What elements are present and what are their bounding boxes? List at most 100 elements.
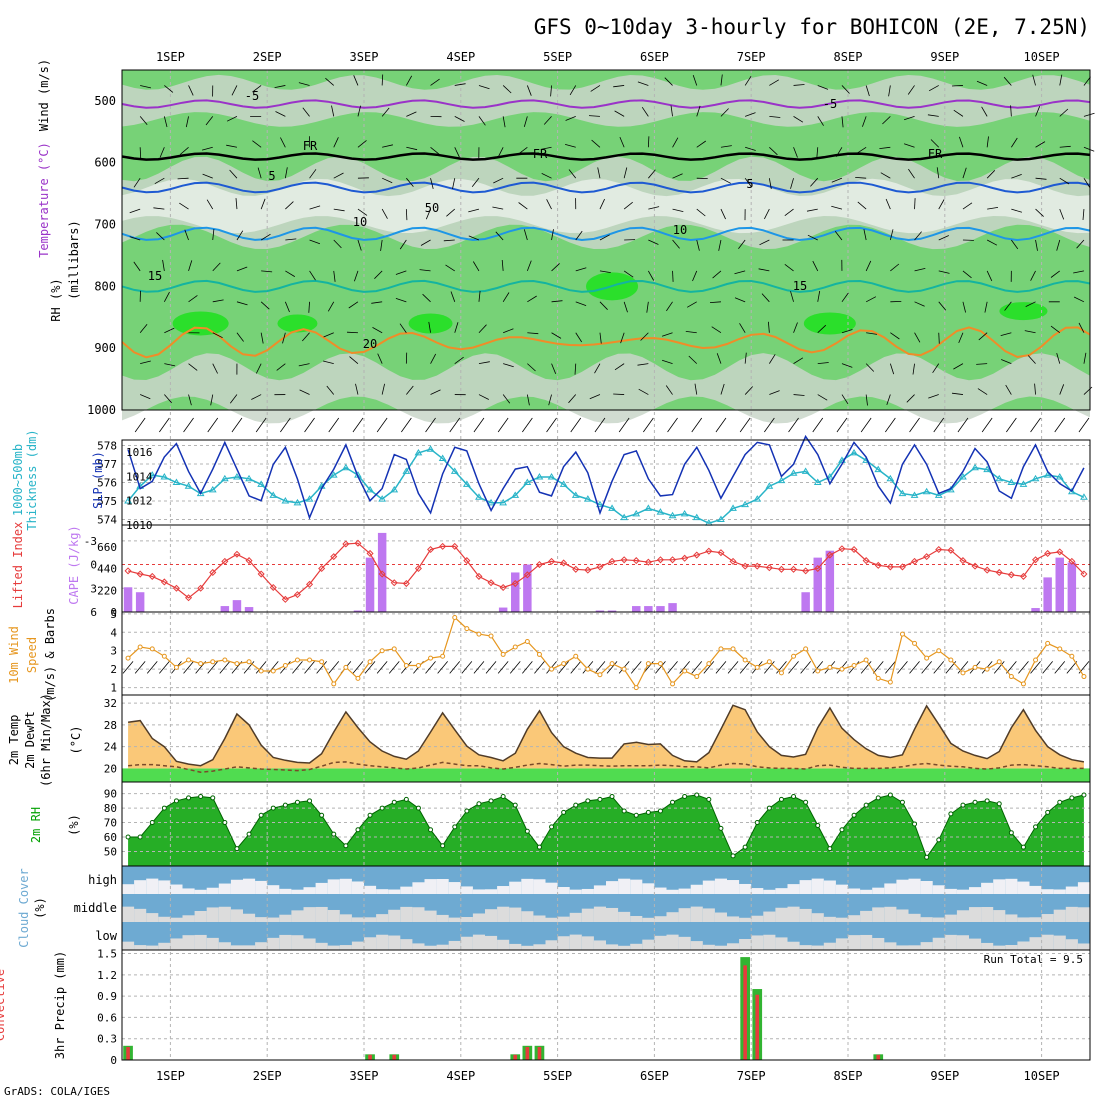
rh2m-point xyxy=(355,827,361,833)
chart-text-layer: 1SEP 1SEP 2SEP 2SEP 3SEP 3SEP 4SEP 4SEP 5SEP 5SEP… xyxy=(0,50,1060,1083)
cloud-clear-fraction xyxy=(678,888,691,894)
cape-bar xyxy=(353,610,363,612)
wind10m-barb xyxy=(316,661,327,674)
temp-tick: 20 xyxy=(104,762,117,775)
wind10m-barb xyxy=(727,661,739,674)
upper-wind-barb xyxy=(497,147,504,158)
cloud-clear-fraction xyxy=(848,915,861,922)
cape-bar xyxy=(825,550,835,612)
upper-wind-barb xyxy=(986,270,993,282)
rh2m-point xyxy=(173,798,179,804)
cape-bar xyxy=(135,592,145,612)
cloud-clear-fraction xyxy=(134,945,147,950)
wind10m-point xyxy=(452,615,458,621)
upper-wind-barb xyxy=(1059,108,1069,117)
upper-wind-barb xyxy=(1056,239,1061,251)
upper-wind-barb xyxy=(793,116,804,123)
upper-wind-barb xyxy=(914,231,922,241)
wind10m-point xyxy=(984,666,990,672)
upper-wind-barb xyxy=(841,292,849,303)
cloud-clear-fraction xyxy=(182,935,195,950)
thickness-point xyxy=(1007,478,1016,485)
upper-wind-barb xyxy=(863,229,867,241)
upper-wind-barb xyxy=(1034,383,1036,395)
precip-convective-bar xyxy=(368,1054,372,1060)
surface-wind-barb xyxy=(376,417,388,433)
upper-wind-barb xyxy=(768,321,770,333)
cloud-clear-fraction xyxy=(243,913,256,922)
upper-wind-barb xyxy=(865,296,877,303)
lifted-index-point xyxy=(874,561,882,569)
upper-wind-barb xyxy=(638,388,649,395)
lifted-index-point xyxy=(983,566,991,574)
upper-wind-barb xyxy=(951,392,963,395)
wind10m-barb xyxy=(461,661,473,674)
lifted-index-point xyxy=(886,563,894,571)
cloud-clear-fraction xyxy=(412,907,425,922)
cloud-clear-fraction xyxy=(860,910,873,922)
lifted-index-point xyxy=(306,580,314,588)
upper-wind-barb xyxy=(301,332,310,342)
upper-wind-barb xyxy=(422,293,431,303)
cloud-clear-fraction xyxy=(170,917,183,922)
wind10m-point xyxy=(549,666,555,672)
surface-wind-barb xyxy=(909,417,920,433)
cloud-clear-fraction xyxy=(811,878,824,894)
rh2m-point xyxy=(657,808,663,814)
upper-wind-barb xyxy=(865,394,868,406)
cloud-clear-fraction xyxy=(327,945,340,950)
ylabel-temp-c: (6hr Min/Max) xyxy=(39,693,53,787)
thickness-point xyxy=(1031,474,1040,482)
rh2m-point xyxy=(609,793,615,799)
upper-wind-barb xyxy=(226,144,238,148)
upper-wind-barb xyxy=(810,177,819,187)
surface-wind-barb xyxy=(207,417,219,433)
rh2m-point xyxy=(1069,795,1075,801)
cape-bar xyxy=(1031,608,1040,612)
precip-convective-bar xyxy=(537,1046,542,1060)
cape-bar xyxy=(498,607,508,612)
rh2m-point xyxy=(403,796,409,802)
lifted-index-point xyxy=(717,549,725,557)
upper-wind-barb xyxy=(235,198,238,210)
upper-wind-barb xyxy=(744,352,747,364)
surface-wind-barb xyxy=(280,417,291,433)
upper-wind-barb xyxy=(526,394,530,406)
upper-wind-barb xyxy=(1025,301,1036,307)
upper-wind-barb xyxy=(518,202,528,210)
date-label-bottom: 7SEP xyxy=(737,1069,766,1083)
wind10m-point xyxy=(936,648,942,654)
upper-pressure-tick: 700 xyxy=(94,218,116,232)
cloud-clear-fraction xyxy=(364,885,377,894)
upper-wind-barb xyxy=(236,301,248,306)
upper-wind-barb xyxy=(648,206,660,210)
thickness-point xyxy=(922,487,931,495)
thickness-tick: 577 xyxy=(97,458,117,471)
upper-wind-barb xyxy=(188,85,194,96)
upper-wind-barb xyxy=(420,239,431,246)
thickness-point xyxy=(850,448,858,456)
wind10m-point xyxy=(319,659,325,665)
lifted-index-point xyxy=(511,579,519,588)
lifted-index-point xyxy=(693,551,701,559)
cloud-clear-fraction xyxy=(1077,943,1090,950)
upper-wind-barb xyxy=(661,359,673,365)
cloud-clear-fraction xyxy=(521,911,534,922)
upper-wind-barb xyxy=(646,301,649,313)
lifted-index-point xyxy=(366,549,374,558)
rh2m-point xyxy=(621,808,627,814)
upper-wind-barb xyxy=(252,140,262,148)
upper-wind-barb xyxy=(720,74,723,86)
wind10m-point xyxy=(573,653,579,659)
upper-wind-barb xyxy=(399,239,407,250)
cloud-clear-fraction xyxy=(763,889,776,894)
upper-wind-barb xyxy=(855,177,867,179)
upper-wind-barb xyxy=(834,231,843,241)
cloud-clear-fraction xyxy=(376,934,389,950)
lifted-index-point xyxy=(354,539,362,547)
precip-tick: 1.2 xyxy=(97,969,117,982)
cloud-clear-fraction xyxy=(835,938,848,950)
upper-wind-barb xyxy=(1083,177,1091,188)
rh2m-point xyxy=(476,801,482,807)
lifted-index-point xyxy=(1044,549,1052,558)
